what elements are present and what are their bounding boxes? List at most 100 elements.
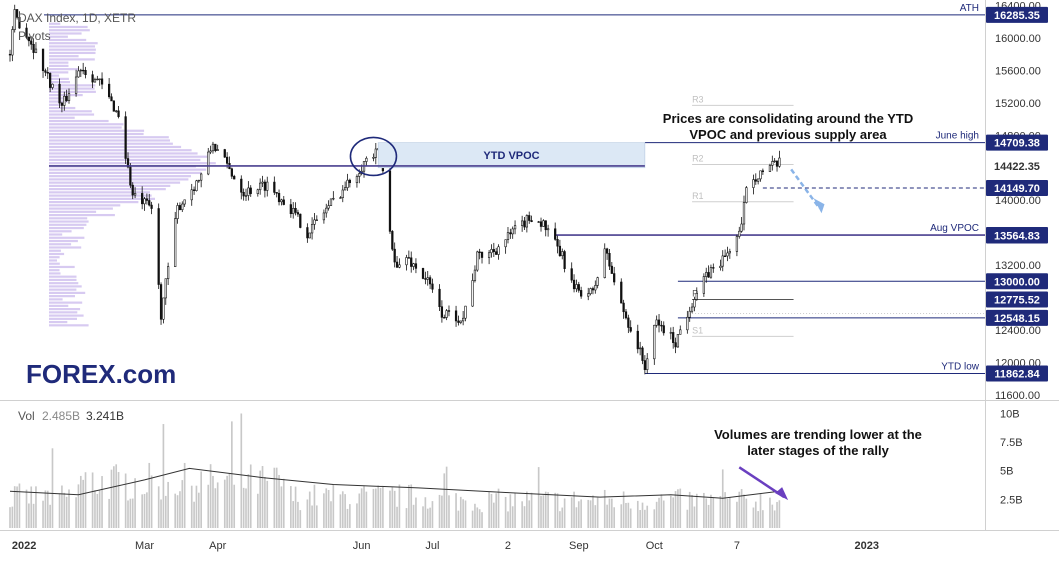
- volume-axis[interactable]: 10B 7.5B 5B 2.5B: [1000, 408, 1023, 506]
- volume-bar: [523, 506, 526, 528]
- volume-bar: [377, 485, 380, 528]
- candle-body: [705, 272, 708, 277]
- pivot-label: P: [692, 288, 698, 298]
- candle-body: [110, 96, 113, 102]
- candle-body: [447, 310, 451, 312]
- candle-body: [759, 170, 762, 180]
- symbol-title: DAX Index, 1D, XETR: [18, 11, 136, 25]
- candle-body: [339, 197, 342, 199]
- volume-title: Vol: [18, 409, 35, 423]
- candle-body: [299, 213, 302, 228]
- candle-body: [197, 179, 200, 182]
- candle-body: [462, 317, 465, 322]
- candle-body: [157, 208, 160, 285]
- volume-bar: [18, 483, 21, 528]
- volume-profile-bar: [49, 239, 78, 243]
- candle-body: [471, 280, 474, 307]
- candle-body: [563, 251, 566, 269]
- candle-body: [669, 332, 672, 334]
- volume-bar: [672, 497, 675, 528]
- candle-body: [348, 179, 351, 184]
- candle-body: [355, 176, 359, 184]
- candle-body: [738, 230, 741, 237]
- candle-body: [431, 283, 434, 290]
- candle-body: [308, 232, 311, 239]
- volume-profile-bar: [49, 213, 115, 217]
- volume-trend-arrow-head: [775, 487, 789, 501]
- candle-body: [256, 189, 259, 194]
- volume-bar: [426, 508, 429, 528]
- price-axis[interactable]: 16400.0016000.0015600.0015200.0014800.00…: [986, 1, 1048, 402]
- candle-body: [410, 257, 413, 267]
- candle-body: [93, 79, 97, 83]
- volume-profile-bar: [49, 145, 182, 149]
- volume-profile-bar: [49, 175, 191, 178]
- volume-profile-bar: [49, 314, 84, 317]
- volume-bar: [256, 493, 259, 528]
- candle-body: [247, 187, 250, 196]
- horizontal-levels: ATH June high Aug VPOC YTD low: [44, 3, 985, 374]
- candle-body: [537, 221, 540, 223]
- volume-bar: [323, 493, 325, 528]
- candle-body: [259, 182, 262, 191]
- candle-body: [107, 83, 111, 98]
- volume-bar: [365, 491, 368, 528]
- candle-body: [608, 252, 611, 267]
- volume-bar: [554, 492, 557, 528]
- volume-bar: [622, 491, 625, 528]
- time-axis[interactable]: 2022 Mar Apr Jun Jul 2 Sep Oct 7 2023: [12, 540, 879, 552]
- volume-bar: [459, 496, 462, 528]
- volume-bar: [606, 504, 608, 528]
- candle-body: [693, 299, 696, 308]
- volume-bar: [134, 478, 136, 528]
- volume-bar: [570, 497, 573, 528]
- volume-profile-bar: [49, 48, 96, 51]
- volume-bar: [358, 493, 361, 528]
- candle-body: [41, 48, 45, 71]
- volume-profile-bar: [49, 262, 60, 265]
- volume-bar: [183, 462, 186, 528]
- candle-body: [223, 149, 226, 158]
- volume-profile-bar: [49, 298, 63, 301]
- volume-bar: [209, 464, 212, 528]
- price-label-text: 14149.70: [994, 183, 1040, 195]
- price-tick-label: 11600.00: [995, 390, 1040, 402]
- candle-body: [25, 27, 28, 38]
- projection-arrow-line: [790, 168, 821, 210]
- candle-body: [292, 207, 295, 215]
- time-tick-label: Jun: [353, 540, 371, 552]
- volume-bar: [644, 509, 646, 528]
- price-pane[interactable]: [0, 0, 985, 400]
- volume-profile-bar: [49, 265, 75, 269]
- volume-bar: [481, 512, 483, 528]
- volume-bar: [207, 484, 210, 528]
- volume-bar: [457, 510, 460, 528]
- candle-body: [457, 320, 460, 323]
- price-label-box: [986, 157, 1048, 174]
- volume-bar: [311, 505, 313, 528]
- candle-body: [296, 212, 300, 215]
- candle-body: [577, 284, 580, 291]
- volume-profile-bar: [49, 220, 89, 223]
- candle-body: [487, 252, 491, 258]
- candle-body: [688, 310, 691, 318]
- candle-body: [325, 207, 328, 214]
- volume-profile-bar: [49, 152, 198, 155]
- volume-bar: [242, 487, 245, 528]
- volume-bar: [162, 424, 165, 528]
- price-annotation-line-2: VPOC and previous supply area: [689, 127, 887, 142]
- volume-bar: [65, 496, 68, 528]
- volume-profile-bar: [49, 158, 201, 162]
- volume-pane[interactable]: [0, 401, 985, 529]
- volume-bar: [719, 496, 722, 528]
- candle-body: [587, 293, 590, 297]
- volume-bar: [587, 499, 590, 528]
- volume-profile-bar: [49, 308, 81, 311]
- candle-body: [192, 189, 196, 191]
- candle-body: [424, 278, 427, 280]
- candle-body: [530, 220, 533, 222]
- candle-body: [230, 168, 233, 177]
- volume-profile-bar: [49, 132, 144, 136]
- volume-bar: [223, 479, 226, 528]
